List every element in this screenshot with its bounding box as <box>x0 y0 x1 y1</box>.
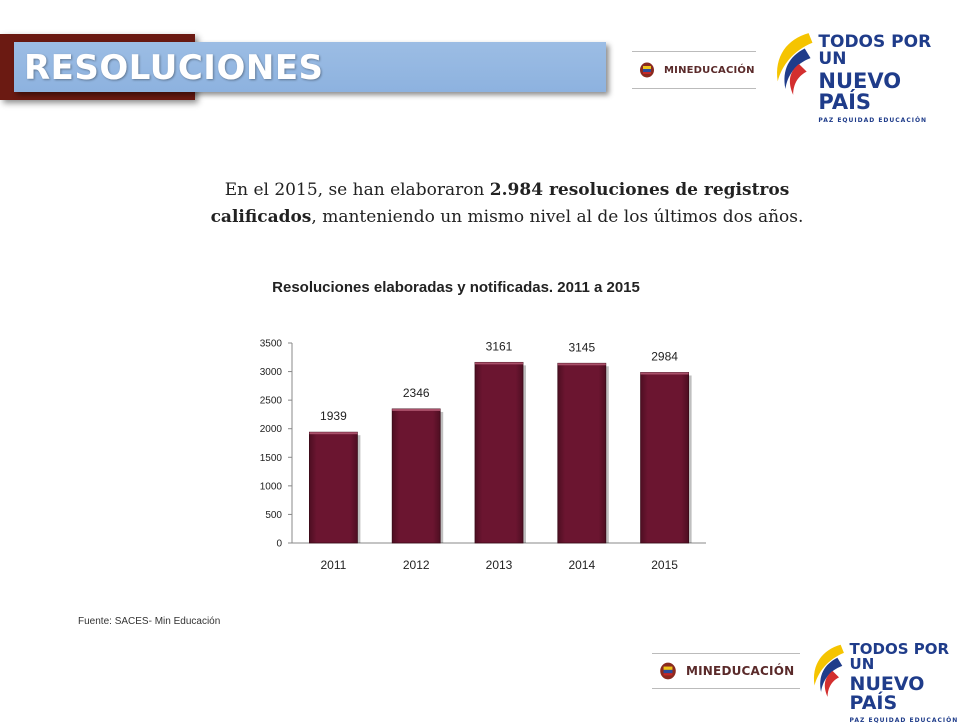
bar <box>640 372 689 544</box>
bar-highlight <box>475 362 523 365</box>
mineducacion-logo-bottom: MINEDUCACIÓN <box>652 653 800 689</box>
brand-line2: NUEVO PAÍS <box>818 69 902 114</box>
data-label: 1939 <box>320 409 347 423</box>
y-tick-label: 1000 <box>260 481 283 492</box>
data-label: 2346 <box>403 386 430 400</box>
data-label: 3161 <box>486 339 513 353</box>
x-tick-label: 2015 <box>651 558 678 572</box>
y-tick-label: 3500 <box>260 339 283 350</box>
brand-line1: TODOS POR UN <box>818 32 932 69</box>
brand-swoosh-icon <box>813 644 844 697</box>
y-tick-label: 0 <box>276 539 282 550</box>
chart-title: Resoluciones elaboradas y notificadas. 2… <box>272 279 640 296</box>
coat-of-arms-icon <box>640 62 654 78</box>
ministry-name: MINEDUCACIÓN <box>664 64 755 76</box>
data-label: 2984 <box>651 349 678 363</box>
data-label: 3145 <box>568 340 595 354</box>
bar-highlight <box>309 432 358 435</box>
y-tick-label: 500 <box>265 510 282 521</box>
bar-highlight <box>557 363 606 366</box>
intro-text-1: En el 2015, se han elaboraron <box>224 180 490 200</box>
x-tick-label: 2012 <box>403 558 430 572</box>
y-tick-label: 1500 <box>260 453 283 464</box>
ministry-name: MINEDUCACIÓN <box>686 664 795 678</box>
brand-line1: TODOS POR UN <box>849 640 950 673</box>
y-tick-label: 2000 <box>260 424 283 435</box>
x-tick-label: 2014 <box>568 558 595 572</box>
brand-line3: PAZ EQUIDAD EDUCACIÓN <box>849 717 959 724</box>
brand-logo-bottom: TODOS POR UN NUEVO PAÍS PAZ EQUIDAD EDUC… <box>808 636 960 724</box>
x-tick-label: 2013 <box>486 558 513 572</box>
page-title: RESOLUCIONES <box>24 48 324 88</box>
brand-line2: NUEVO PAÍS <box>849 673 925 714</box>
coat-of-arms-icon <box>660 662 676 680</box>
x-tick-label: 2011 <box>320 558 346 572</box>
bar <box>308 431 358 544</box>
brand-line3: PAZ EQUIDAD EDUCACIÓN <box>818 117 928 124</box>
bar-highlight <box>392 408 441 411</box>
brand-swoosh-icon <box>777 33 813 95</box>
brand-logo-top: TODOS POR UN NUEVO PAÍS PAZ EQUIDAD EDUC… <box>770 28 960 124</box>
y-tick-label: 2500 <box>260 396 283 407</box>
mineducacion-logo-top: MINEDUCACIÓN <box>632 51 756 89</box>
intro-text-bold: 2.984 resoluciones de registros califica… <box>210 180 790 227</box>
intro-text-2: , manteniendo un mismo nivel al de los ú… <box>311 207 804 227</box>
bar <box>391 408 441 544</box>
title-bar <box>14 42 606 92</box>
y-tick-label: 3000 <box>260 367 283 378</box>
bar-highlight <box>640 372 689 375</box>
source-note: Fuente: SACES- Min Educación <box>78 616 221 627</box>
intro-paragraph: En el 2015, se han elaboraron 2.984 reso… <box>205 177 809 231</box>
bar <box>557 362 607 544</box>
bar <box>474 361 524 544</box>
